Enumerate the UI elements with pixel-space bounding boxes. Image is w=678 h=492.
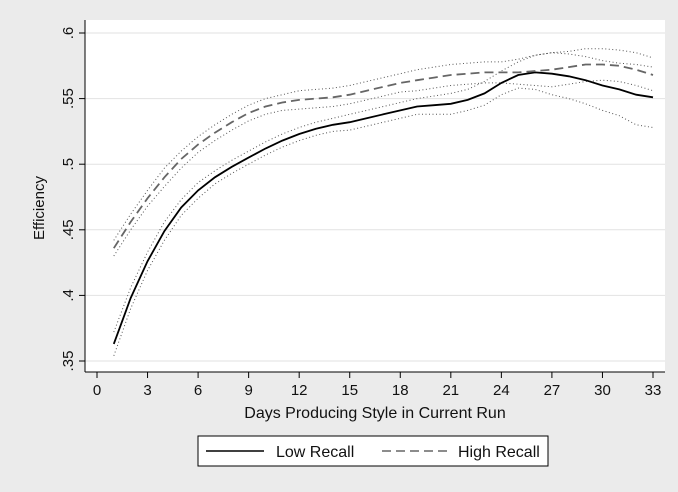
confidence-bands xyxy=(113,48,654,356)
y-axis-label: Efficiency xyxy=(31,176,48,240)
x-axis-label: Days Producing Style in Current Run xyxy=(244,405,505,422)
legend-label-high-recall: High Recall xyxy=(458,444,540,461)
x-axis-ticks: 0 3 6 9 12 15 18 21 24 27 30 33 xyxy=(93,372,662,399)
y-tick-label: .5 xyxy=(60,158,77,171)
ci-line-high-recall-lower xyxy=(113,79,654,257)
series-line-low-recall xyxy=(112,71,654,345)
legend-label-low-recall: Low Recall xyxy=(276,444,354,461)
y-axis-ticks: .35 .4 .45 .5 .55 .6 xyxy=(60,27,85,372)
series-lines xyxy=(112,63,654,345)
x-tick-label: 6 xyxy=(194,382,202,399)
x-tick-label: 15 xyxy=(341,382,358,399)
y-tick-label: .55 xyxy=(60,88,77,109)
y-tick-label: .45 xyxy=(60,219,77,240)
plot-area xyxy=(85,20,665,372)
axes xyxy=(84,20,665,373)
x-tick-label: 27 xyxy=(544,382,561,399)
x-tick-label: 30 xyxy=(594,382,611,399)
x-tick-label: 33 xyxy=(645,382,662,399)
x-tick-label: 0 xyxy=(93,382,101,399)
x-tick-label: 9 xyxy=(244,382,252,399)
x-tick-label: 12 xyxy=(291,382,308,399)
gridlines xyxy=(85,32,665,362)
legend: Low Recall High Recall xyxy=(197,435,549,467)
x-tick-label: 18 xyxy=(392,382,409,399)
ci-line-low-recall-lower xyxy=(113,87,654,356)
y-tick-label: .35 xyxy=(60,351,77,372)
x-tick-label: 24 xyxy=(493,382,510,399)
y-tick-label: .4 xyxy=(60,289,77,302)
x-tick-label: 3 xyxy=(143,382,151,399)
series-line-high-recall xyxy=(113,63,654,249)
y-tick-label: .6 xyxy=(60,27,77,40)
x-tick-label: 21 xyxy=(442,382,459,399)
